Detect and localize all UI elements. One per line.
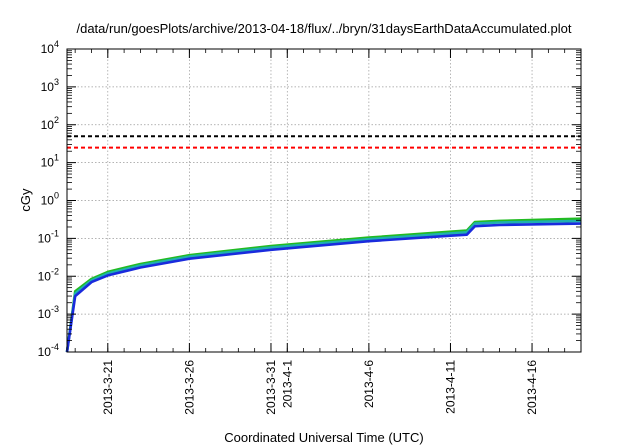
series-line-5	[65, 222, 582, 353]
x-tick-label: 2013-4-1	[280, 360, 294, 408]
y-tick-label: 102	[41, 115, 59, 132]
y-tick-label: 104	[41, 39, 59, 56]
y-tick-label: 10-4	[38, 342, 59, 359]
axis-ticks: 10-4 10-3 10-2 10-1 100 101 102 103 104 2013-3-21…	[38, 39, 582, 415]
y-tick-label: 100	[41, 191, 59, 208]
x-tick-label: 2013-3-31	[264, 360, 278, 415]
series-line-4	[65, 219, 582, 353]
x-tick-label: 2013-4-6	[362, 360, 376, 408]
x-tick-label: 2013-4-16	[525, 360, 539, 415]
series-line-3	[65, 217, 582, 353]
x-axis-label: Coordinated Universal Time (UTC)	[224, 430, 423, 445]
x-tick-label: 2013-3-21	[101, 360, 115, 415]
chart-title: /data/run/goesPlots/archive/2013-04-18/f…	[76, 21, 571, 36]
x-tick-label: 2013-3-26	[182, 360, 196, 415]
y-tick-label: 103	[41, 77, 59, 94]
y-tick-label: 10-3	[38, 304, 59, 321]
y-axis-label: cGy	[18, 188, 33, 212]
grid	[67, 49, 581, 352]
y-tick-label: 10-2	[38, 266, 59, 283]
x-tick-label: 2013-4-11	[443, 360, 457, 414]
y-tick-label: 10-1	[38, 228, 59, 245]
y-tick-label: 101	[41, 153, 59, 170]
series-group	[65, 135, 582, 353]
